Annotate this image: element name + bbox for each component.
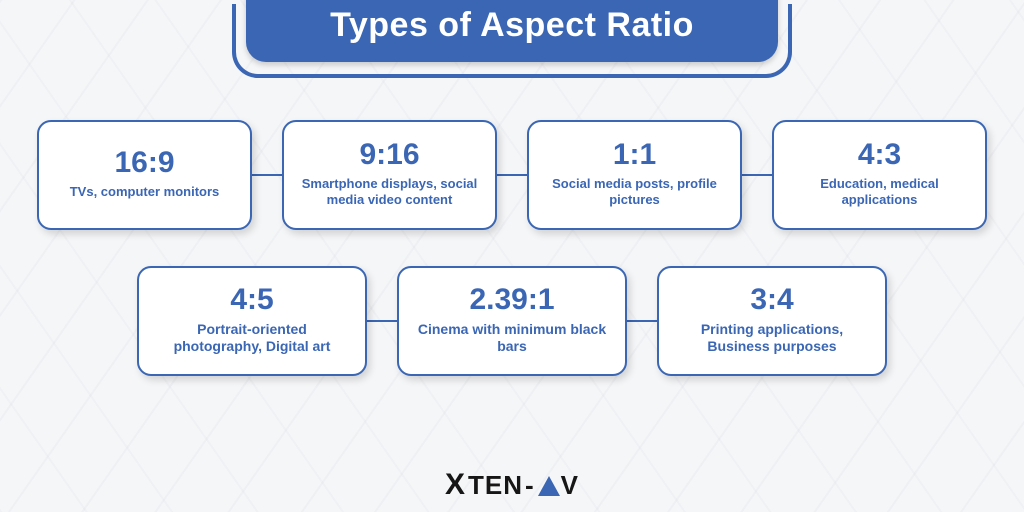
aspect-ratio-desc: Printing applications, Business purposes (675, 321, 869, 356)
aspect-card: 16:9 TVs, computer monitors (37, 120, 252, 230)
aspect-ratio-desc: Education, medical applications (790, 176, 969, 209)
card-row-1: 16:9 TVs, computer monitors 9:16 Smartphone… (0, 120, 1024, 230)
card-rows: 16:9 TVs, computer monitors 9:16 Smartphone… (0, 120, 1024, 412)
brand-logo: X TEN - V (445, 468, 579, 502)
logo-text-ten: TEN (468, 470, 523, 501)
aspect-card: 2.39:1 Cinema with minimum black bars (397, 266, 627, 376)
logo-letter-v: V (561, 470, 579, 501)
aspect-ratio-value: 1:1 (613, 140, 656, 170)
aspect-ratio-value: 9:16 (359, 140, 419, 170)
aspect-ratio-desc: Smartphone displays, social media video … (300, 176, 479, 209)
aspect-card: 3:4 Printing applications, Business purpo… (657, 266, 887, 376)
aspect-ratio-desc: TVs, computer monitors (70, 184, 220, 200)
logo-triangle-icon (538, 476, 560, 496)
aspect-ratio-value: 4:3 (858, 140, 901, 170)
title-banner: Types of Aspect Ratio (232, 0, 792, 84)
logo-dash: - (525, 470, 535, 501)
aspect-ratio-desc: Portrait-oriented photography, Digital a… (155, 321, 349, 356)
aspect-ratio-value: 16:9 (114, 148, 174, 178)
card-row-2: 4:5 Portrait-oriented photography, Digita… (0, 266, 1024, 376)
aspect-card: 4:5 Portrait-oriented photography, Digita… (137, 266, 367, 376)
aspect-card: 9:16 Smartphone displays, social media vi… (282, 120, 497, 230)
infographic-stage: Types of Aspect Ratio 16:9 TVs, computer … (0, 0, 1024, 512)
aspect-ratio-desc: Social media posts, profile pictures (545, 176, 724, 209)
aspect-ratio-desc: Cinema with minimum black bars (415, 321, 609, 356)
aspect-card: 1:1 Social media posts, profile pictures (527, 120, 742, 230)
title-text: Types of Aspect Ratio (330, 6, 694, 45)
logo-letter-x: X (445, 468, 466, 502)
aspect-ratio-value: 2.39:1 (469, 285, 554, 315)
aspect-card: 4:3 Education, medical applications (772, 120, 987, 230)
aspect-ratio-value: 3:4 (750, 285, 793, 315)
aspect-ratio-value: 4:5 (230, 285, 273, 315)
title-bar: Types of Aspect Ratio (246, 0, 778, 62)
